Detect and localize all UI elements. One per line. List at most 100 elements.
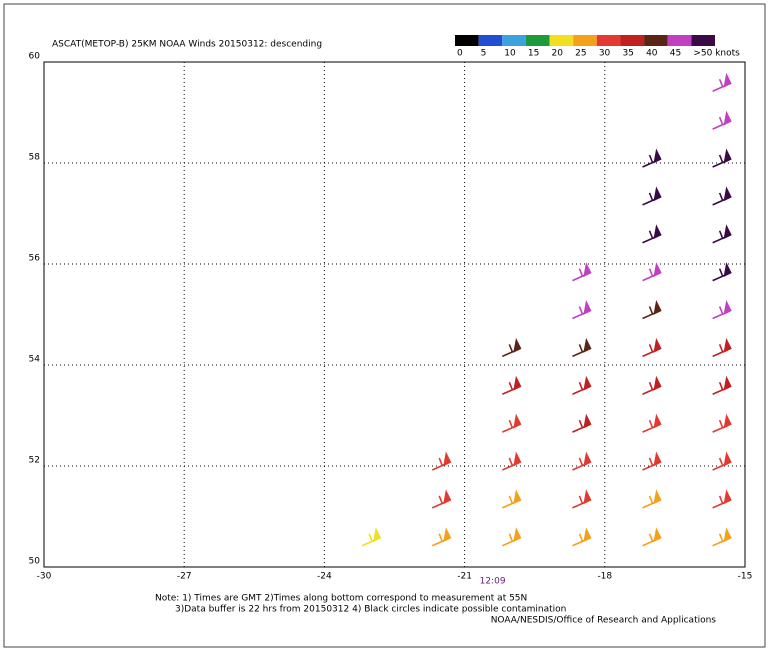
wind-barb bbox=[502, 530, 520, 546]
wind-barb bbox=[502, 340, 520, 356]
barb-part bbox=[720, 79, 723, 87]
legend-label: >50 knots bbox=[693, 49, 740, 59]
barb-part bbox=[650, 231, 653, 239]
page: ASCAT(METOP-B) 25KM NOAA Winds 20150312:… bbox=[0, 0, 770, 652]
y-tick-label: 58 bbox=[29, 153, 41, 163]
barb-part bbox=[725, 378, 731, 389]
barb-part bbox=[514, 454, 520, 465]
barb-part bbox=[514, 378, 520, 389]
title: ASCAT(METOP-B) 25KM NOAA Winds 20150312:… bbox=[52, 40, 322, 50]
legend-swatch bbox=[479, 35, 503, 46]
barb-part bbox=[509, 420, 512, 428]
barb-part bbox=[655, 530, 661, 541]
wind-barb bbox=[572, 454, 590, 470]
legend-label: 30 bbox=[599, 49, 611, 59]
legend-label: 0 bbox=[457, 49, 463, 59]
barb-part bbox=[650, 496, 653, 504]
barb-part bbox=[579, 269, 582, 277]
barb-part bbox=[720, 117, 723, 125]
barb-part bbox=[655, 378, 661, 389]
barb-part bbox=[650, 155, 653, 163]
x-tick-label: -18 bbox=[597, 572, 612, 582]
x-tick-label: -21 bbox=[457, 572, 472, 582]
wind-barb bbox=[572, 378, 590, 394]
barb-part bbox=[579, 420, 582, 428]
barb-part bbox=[579, 496, 582, 504]
barb-part bbox=[725, 492, 731, 503]
wind-barb bbox=[432, 454, 450, 470]
y-tick-label: 54 bbox=[29, 355, 41, 365]
barb-part bbox=[720, 458, 723, 466]
barb-part bbox=[725, 75, 731, 86]
barb-part bbox=[655, 265, 661, 276]
wind-barb bbox=[643, 227, 661, 243]
wind-barb bbox=[362, 530, 380, 546]
barb-part bbox=[584, 530, 590, 541]
wind-barb bbox=[502, 378, 520, 394]
barb-part bbox=[509, 496, 512, 504]
note: Note: 1) Times are GMT 2)Times along bot… bbox=[155, 594, 527, 604]
barb-part bbox=[720, 155, 723, 163]
barb-part bbox=[579, 458, 582, 466]
y-tick-label: 60 bbox=[29, 52, 41, 62]
barb-part bbox=[650, 193, 653, 201]
barb-part bbox=[655, 454, 661, 465]
wind-barb bbox=[572, 416, 590, 432]
barb-part bbox=[720, 307, 723, 315]
legend-label: 5 bbox=[481, 49, 487, 59]
barb-part bbox=[655, 151, 661, 162]
y-tick-label: 52 bbox=[29, 456, 40, 466]
wind-barb bbox=[502, 416, 520, 432]
wind-barb bbox=[572, 492, 590, 508]
wind-barb bbox=[713, 151, 731, 167]
wind-barb bbox=[713, 227, 731, 243]
barb-part bbox=[579, 344, 582, 352]
barb-part bbox=[720, 534, 723, 542]
wind-barb bbox=[502, 454, 520, 470]
barb-part bbox=[439, 458, 442, 466]
wind-barb bbox=[643, 151, 661, 167]
barb-part bbox=[725, 530, 731, 541]
barb-part bbox=[725, 416, 731, 427]
barb-part bbox=[444, 530, 450, 541]
barb-part bbox=[444, 492, 450, 503]
barb-part bbox=[720, 193, 723, 201]
barb-part bbox=[579, 382, 582, 390]
legend-swatch bbox=[644, 35, 668, 46]
barb-part bbox=[650, 458, 653, 466]
barb-part bbox=[374, 530, 380, 541]
wind-barb bbox=[643, 303, 661, 319]
barb-part bbox=[725, 227, 731, 238]
wind-barb bbox=[432, 492, 450, 508]
wind-barb bbox=[643, 454, 661, 470]
legend-swatch bbox=[550, 35, 574, 46]
legend-swatch bbox=[502, 35, 526, 46]
wind-barb bbox=[713, 113, 731, 129]
legend-swatch bbox=[668, 35, 692, 46]
wind-barb bbox=[643, 340, 661, 356]
barb-part bbox=[584, 340, 590, 351]
barb-part bbox=[720, 269, 723, 277]
barb-part bbox=[720, 420, 723, 428]
wind-barb bbox=[713, 303, 731, 319]
barb-part bbox=[650, 382, 653, 390]
note: 3)Data buffer is 22 hrs from 20150312 4)… bbox=[175, 605, 566, 615]
plot-border bbox=[44, 62, 745, 567]
wind-barb bbox=[713, 378, 731, 394]
legend-label: 45 bbox=[670, 49, 681, 59]
barb-part bbox=[584, 416, 590, 427]
legend-swatch bbox=[455, 35, 479, 46]
barb-part bbox=[720, 496, 723, 504]
wind-barb bbox=[643, 530, 661, 546]
wind-barb bbox=[432, 530, 450, 546]
wind-barb bbox=[643, 416, 661, 432]
barb-part bbox=[725, 454, 731, 465]
barb-part bbox=[655, 340, 661, 351]
barb-part bbox=[725, 265, 731, 276]
wind-barb bbox=[572, 530, 590, 546]
barb-part bbox=[655, 492, 661, 503]
legend-swatch bbox=[691, 35, 715, 46]
barb-part bbox=[725, 340, 731, 351]
wind-barb bbox=[713, 265, 731, 281]
barb-part bbox=[439, 534, 442, 542]
